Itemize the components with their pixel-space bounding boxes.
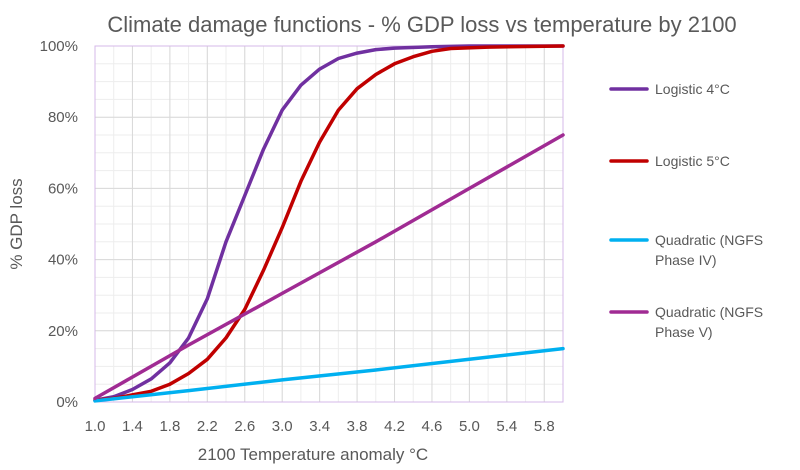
- legend-label-logistic-4-c: Logistic 4°C: [655, 81, 730, 97]
- y-tick-label: 100%: [40, 38, 78, 55]
- x-tick-label: 5.4: [496, 418, 517, 435]
- chart-title: Climate damage functions - % GDP loss vs…: [107, 12, 736, 37]
- x-tick-label: 1.0: [85, 418, 106, 435]
- x-axis-ticks: 1.0 1.4 1.8 2.2 2.6 3.0 3.4 3.8 4.2 4.6 5.0 5.4 5.8: [85, 418, 555, 435]
- x-tick-label: 4.6: [422, 418, 443, 435]
- legend-label-logistic-5-c: Logistic 5°C: [655, 153, 730, 169]
- x-tick-label: 5.8: [534, 418, 555, 435]
- legend-label-quadratic-ngfs-phase-iv: Quadratic (NGFS: [655, 232, 763, 248]
- legend-label-quadratic-ngfs-phase-iv: Phase IV): [655, 252, 716, 268]
- x-tick-label: 2.2: [197, 418, 218, 435]
- x-tick-label: 1.8: [159, 418, 180, 435]
- x-tick-label: 3.8: [347, 418, 368, 435]
- minor-gridlines: [94, 45, 564, 403]
- y-tick-label: 60%: [48, 180, 78, 197]
- x-axis-label: 2100 Temperature anomaly °C: [198, 445, 428, 464]
- x-tick-label: 3.0: [272, 418, 293, 435]
- legend-label-quadratic-ngfs-phase-v: Phase V): [655, 324, 713, 340]
- y-axis-ticks: 0% 20% 40% 60% 80% 100%: [40, 38, 78, 411]
- y-tick-label: 0%: [56, 394, 78, 411]
- legend: Logistic 4°C Logistic 5°C Quadratic (NGFS P…: [609, 81, 763, 340]
- y-tick-label: 20%: [48, 323, 78, 340]
- x-tick-label: 3.4: [309, 418, 330, 435]
- y-tick-label: 80%: [48, 109, 78, 126]
- series-lines: [93, 44, 565, 403]
- x-tick-label: 4.2: [384, 418, 405, 435]
- x-tick-label: 2.6: [234, 418, 255, 435]
- legend-label-quadratic-ngfs-phase-v: Quadratic (NGFS: [655, 304, 763, 320]
- series-line-logistic-4-c: [93, 44, 565, 402]
- series-line-quadratic-ngfs-phase-v: [93, 133, 565, 401]
- y-tick-label: 40%: [48, 252, 78, 269]
- x-tick-label: 5.0: [459, 418, 480, 435]
- series-line-logistic-5-c: [93, 44, 565, 402]
- series-line-quadratic-ngfs-phase-iv: [93, 346, 565, 403]
- x-tick-label: 1.4: [122, 418, 143, 435]
- y-axis-label: % GDP loss: [7, 178, 26, 269]
- plot-area-frame: [94, 45, 564, 403]
